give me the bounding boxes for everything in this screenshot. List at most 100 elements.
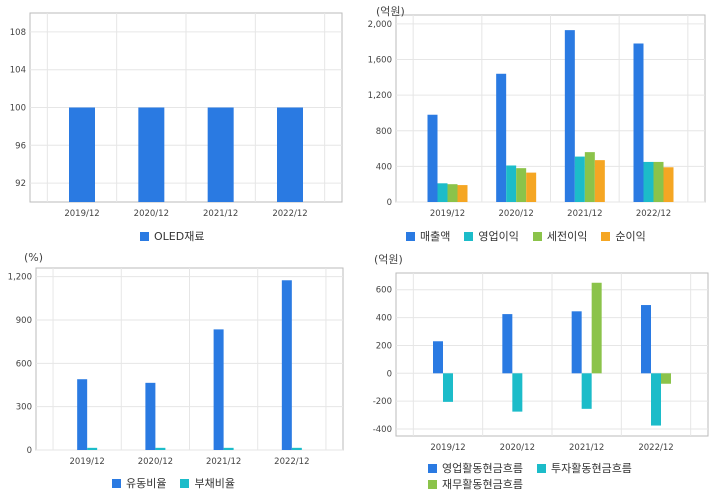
bar-income-4-1: [457, 185, 468, 202]
bar-cashflow-1-1: [433, 341, 443, 374]
bar-oled-1-2: [138, 107, 165, 202]
y-tick-label: 600: [16, 359, 32, 369]
chart-ratio-legend: 유동비율 부채비율: [112, 475, 342, 491]
chart-income-svg: 0 400 800 1,200 1,600 2,000 2019/12 2020/12 2021…: [368, 14, 706, 219]
y-tick-label: 200: [376, 341, 392, 351]
bar-ratio-2-1: [87, 447, 98, 450]
legend-label: 매출액: [420, 230, 451, 243]
chart-cashflow-unit: (억원): [374, 253, 403, 266]
bar-income-4-3: [594, 160, 605, 202]
legend-swatch: [428, 479, 437, 489]
y-tick-label: 1,600: [368, 56, 392, 66]
x-tick-label: 2019/12: [64, 209, 99, 219]
chart-income-unit: (억원): [376, 5, 405, 18]
chart-panel-oled: 92 96 100 104 108 2019/12 2020/12 2021/12 2022/1…: [0, 0, 360, 248]
legend-item: 영업활동현금흐름: [428, 460, 523, 476]
y-tick-label: 1,200: [8, 273, 32, 283]
legend-label: 영업이익: [478, 230, 519, 243]
bar-ratio-2-4: [291, 447, 302, 450]
legend-swatch: [140, 231, 149, 241]
y-tick-label: 92: [15, 179, 26, 189]
legend-item: OLED재료: [140, 228, 204, 244]
chart-oled-svg: 92 96 100 104 108 2019/12 2020/12 2021/12 2022/1…: [10, 12, 343, 219]
chart-panel-income: (억원) 0 400 800 1,200 1,600 2,000 2019/12 2020/1…: [360, 0, 720, 248]
legend-item: 유동비율: [112, 475, 166, 491]
x-tick-label: 2021/12: [206, 457, 241, 467]
bar-cashflow-1-3: [571, 311, 582, 374]
x-tick-label: 2022/12: [274, 457, 309, 467]
legend-label: 세전이익: [546, 230, 588, 243]
bar-income-1-3: [564, 30, 575, 203]
bar-ratio-1-4: [281, 280, 292, 450]
y-tick-label: 300: [16, 403, 32, 413]
bar-income-3-1: [447, 184, 458, 202]
legend-swatch: [180, 478, 190, 488]
bar-cashflow-2-1: [443, 373, 453, 402]
y-tick-label: 96: [15, 141, 26, 151]
x-tick-label: 2022/12: [272, 209, 307, 219]
bar-ratio-2-2: [155, 447, 166, 450]
bar-cashflow-2-3: [581, 373, 592, 409]
y-tick-label: 800: [376, 127, 392, 137]
bar-ratio-1-1: [77, 379, 88, 450]
legend-swatch: [464, 231, 474, 241]
y-tick-label: -200: [373, 397, 392, 407]
x-tick-label: 2020/12: [500, 443, 535, 453]
y-tick-label: 104: [10, 66, 26, 76]
bar-income-2-4: [643, 161, 654, 202]
y-tick-label: 100: [10, 104, 26, 114]
legend-label: 유동비율: [126, 477, 167, 490]
legend-swatch: [536, 463, 546, 473]
chart-cashflow-svg: -400 -200 0 200 400 600 2019/12 2020/12 2021/12 2…: [373, 272, 709, 453]
bar-income-3-4: [653, 161, 664, 202]
legend-item: 재무활동현금흐름: [428, 476, 523, 492]
chart-panel-cashflow: (억원) -400 -200 0 200 400 600 2019/12 2020/12 202…: [360, 248, 720, 496]
legend-swatch: [112, 478, 121, 488]
bar-oled-1-1: [69, 107, 95, 202]
bar-income-2-2: [506, 165, 517, 202]
legend-label: 부채비율: [194, 477, 235, 490]
x-tick-label: 2020/12: [138, 457, 173, 467]
y-tick-label: 900: [16, 316, 32, 326]
legend-label: 투자활동현금흐름: [550, 462, 632, 475]
chart-income-legend: 매출액 영업이익 세전이익 순이익: [406, 228, 716, 244]
y-tick-label: 2,000: [368, 20, 392, 30]
chart-ratio-svg: 0 300 600 900 1,200 2019/12 2020/12 2021/12 2022…: [8, 267, 344, 467]
legend-item: 세전이익: [532, 228, 588, 244]
y-tick-label: 0: [387, 369, 392, 379]
y-tick-label: 1,200: [368, 91, 392, 101]
chart-panel-ratio: (%) 0 300 600 900 1,200 2019/12 2020/12 2021/12…: [0, 248, 360, 496]
chart-ratio-unit: (%): [24, 251, 44, 264]
bar-cashflow-3-4: [661, 373, 671, 384]
bar-income-2-3: [574, 156, 585, 202]
x-tick-label: 2021/12: [203, 209, 238, 219]
legend-item: 영업이익: [464, 228, 519, 244]
x-tick-label: 2022/12: [638, 443, 673, 453]
x-tick-label: 2021/12: [569, 443, 604, 453]
x-tick-label: 2019/12: [430, 209, 465, 219]
bar-cashflow-1-4: [641, 305, 651, 374]
chart-oled-legend: OLED재료: [140, 228, 340, 244]
legend-label: 재무활동현금흐름: [442, 478, 523, 491]
legend-label: 순이익: [615, 230, 646, 243]
legend-swatch: [601, 231, 611, 241]
y-tick-label: 600: [376, 286, 392, 296]
legend-swatch: [428, 463, 437, 473]
bar-cashflow-1-2: [502, 314, 513, 374]
y-tick-label: 0: [27, 446, 32, 456]
x-tick-label: 2019/12: [430, 443, 465, 453]
x-tick-label: 2020/12: [499, 209, 534, 219]
bar-oled-1-4: [277, 107, 303, 202]
bar-cashflow-2-2: [512, 373, 523, 412]
bar-income-2-1: [437, 183, 448, 202]
x-tick-label: 2021/12: [567, 209, 602, 219]
x-tick-label: 2022/12: [636, 209, 671, 219]
legend-swatch: [406, 231, 415, 241]
legend-item: 부채비율: [180, 475, 235, 491]
bar-cashflow-2-4: [651, 373, 661, 426]
bar-cashflow-3-3: [591, 282, 602, 374]
bar-income-1-4: [633, 43, 644, 202]
bar-income-1-2: [496, 73, 507, 203]
bar-income-1-1: [427, 114, 438, 202]
